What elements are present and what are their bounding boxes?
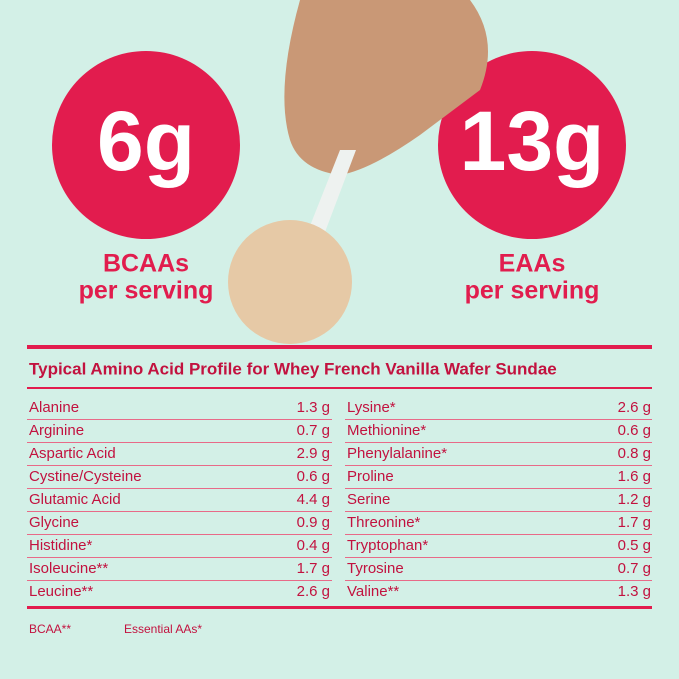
amino-amount: 2.6 g: [297, 583, 330, 600]
scoop-handle: [306, 150, 356, 240]
amino-amount: 0.9 g: [297, 514, 330, 531]
amino-amount: 0.6 g: [618, 422, 651, 439]
amino-name: Threonine*: [347, 514, 421, 531]
amino-amount: 0.7 g: [618, 560, 651, 577]
amino-name: Tryptophan*: [347, 537, 428, 554]
badge-label: per serving: [465, 277, 600, 305]
footnote: BCAA**: [29, 622, 71, 636]
table-title: Typical Amino Acid Profile for Whey Fren…: [29, 359, 557, 378]
scoop-powder: [228, 220, 352, 344]
table-rule: [27, 606, 652, 609]
amino-name: Phenylalanine*: [347, 445, 447, 462]
hand-scoop: [228, 0, 488, 344]
amino-name: Histidine*: [29, 537, 93, 554]
amino-amount: 1.7 g: [297, 560, 330, 577]
badge-label: per serving: [79, 277, 214, 305]
amino-name: Cystine/Cysteine: [29, 468, 142, 485]
amino-name: Arginine: [29, 422, 84, 439]
amino-name: Lysine*: [347, 399, 396, 416]
footnote: Essential AAs*: [124, 622, 202, 636]
amino-amount: 1.7 g: [618, 514, 651, 531]
amino-amount: 2.9 g: [297, 445, 330, 462]
amino-amount: 1.3 g: [618, 583, 651, 600]
badge-label: BCAAs: [103, 250, 189, 278]
amino-amount: 1.3 g: [297, 399, 330, 416]
amino-name: Tyrosine: [347, 560, 404, 577]
table-rule: [27, 387, 652, 389]
amino-name: Serine: [347, 491, 390, 508]
amino-amount: 0.5 g: [618, 537, 651, 554]
badge-circle: [438, 51, 626, 239]
amino-name: Leucine**: [29, 583, 93, 600]
amino-name: Alanine: [29, 399, 79, 416]
amino-amount: 1.6 g: [618, 468, 651, 485]
amino-amount: 0.7 g: [297, 422, 330, 439]
badge-value: 13g: [460, 94, 605, 188]
table-rule: [27, 345, 652, 349]
amino-name: Methionine*: [347, 422, 426, 439]
amino-name: Proline: [347, 468, 394, 485]
amino-amount: 0.4 g: [297, 537, 330, 554]
amino-name: Aspartic Acid: [29, 445, 116, 462]
amino-amount: 1.2 g: [618, 491, 651, 508]
amino-amount: 0.8 g: [618, 445, 651, 462]
amino-name: Glycine: [29, 514, 79, 531]
badge-label: EAAs: [499, 250, 566, 278]
amino-name: Isoleucine**: [29, 560, 108, 577]
badge-value: 6g: [97, 94, 195, 188]
badge-circle: [52, 51, 240, 239]
amino-name: Glutamic Acid: [29, 491, 121, 508]
hand: [284, 0, 488, 175]
amino-amount: 2.6 g: [618, 399, 651, 416]
amino-name: Valine**: [347, 583, 399, 600]
amino-amount: 4.4 g: [297, 491, 330, 508]
amino-amount: 0.6 g: [297, 468, 330, 485]
